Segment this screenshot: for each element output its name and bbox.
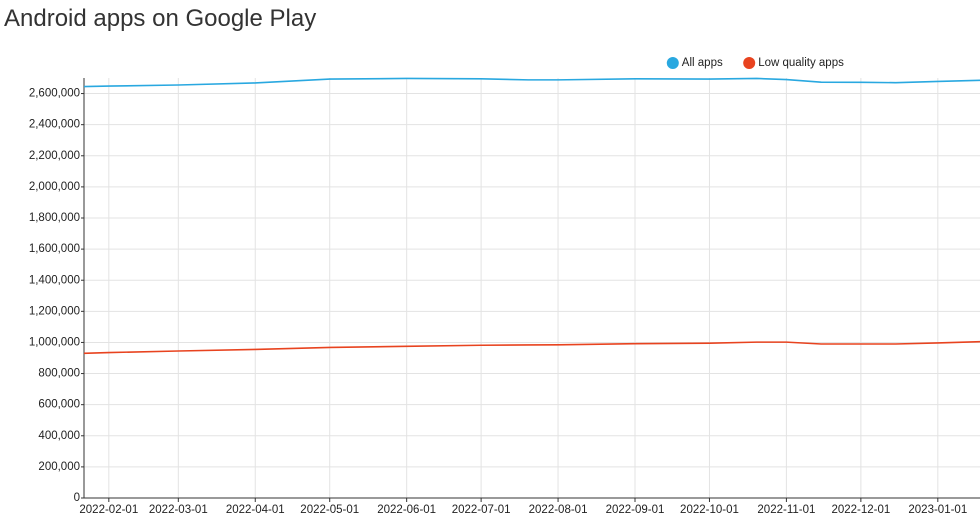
x-tick-label: 2022-08-01	[529, 504, 588, 516]
legend-marker	[743, 57, 756, 69]
y-tick-label: 1,600,000	[29, 243, 80, 255]
chart-title: Android apps on Google Play	[4, 5, 316, 32]
y-tick-label: 1,200,000	[29, 305, 80, 317]
y-tick-label: 200,000	[38, 461, 80, 473]
y-tick-label: 0	[74, 492, 80, 504]
x-tick-label: 2022-06-01	[377, 504, 436, 516]
x-tick-label: 2023-01-01	[908, 504, 967, 516]
y-tick-label: 800,000	[38, 368, 80, 380]
y-tick-label: 2,600,000	[29, 88, 80, 100]
y-tick-label: 2,000,000	[29, 181, 80, 193]
x-tick-label: 2022-12-01	[831, 504, 890, 516]
y-tick-label: 2,400,000	[29, 119, 80, 131]
x-tick-label: 2022-09-01	[606, 504, 665, 516]
y-tick-label: 1,400,000	[29, 274, 80, 286]
y-tick-label: 600,000	[38, 399, 80, 411]
legend-label: All apps	[682, 57, 723, 69]
x-tick-label: 2022-11-01	[757, 504, 815, 516]
x-tick-label: 2022-10-01	[680, 504, 739, 516]
y-tick-label: 2,200,000	[29, 150, 80, 162]
x-tick-label: 2022-02-01	[79, 504, 138, 516]
series-line	[83, 77, 980, 88]
series-line	[83, 340, 980, 355]
y-tick-label: 1,800,000	[29, 212, 80, 224]
x-tick-label: 2022-05-01	[300, 504, 359, 516]
legend-label: Low quality apps	[758, 57, 844, 69]
x-tick-label: 2022-04-01	[226, 504, 285, 516]
x-tick-label: 2022-07-01	[452, 504, 511, 516]
legend-marker	[666, 57, 679, 69]
y-tick-label: 400,000	[38, 430, 80, 442]
x-tick-label: 2022-03-01	[149, 504, 208, 516]
y-tick-label: 1,000,000	[29, 336, 80, 348]
